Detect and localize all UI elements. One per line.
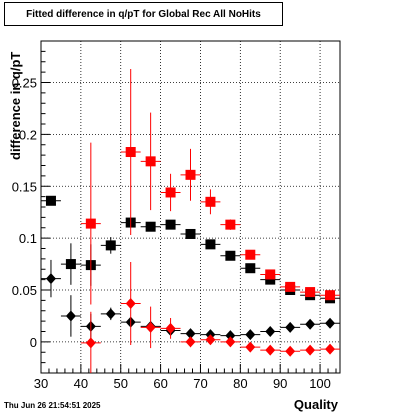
y-axis-label-container: difference in q/pT xyxy=(8,40,26,160)
x-tick-label: 70 xyxy=(193,376,207,391)
data-point-diamond xyxy=(145,321,156,333)
data-point-square xyxy=(225,250,236,261)
data-point-diamond xyxy=(85,337,96,349)
data-point-square xyxy=(165,187,176,198)
data-point-square xyxy=(165,219,176,230)
chart-title: Fitted difference in q/pT for Global Rec… xyxy=(4,2,283,26)
timestamp-footer: Thu Jun 26 21:54:51 2025 xyxy=(4,401,101,410)
data-point-square xyxy=(145,221,156,232)
data-point-diamond xyxy=(265,344,276,356)
data-point-square xyxy=(185,169,196,180)
data-point-square xyxy=(205,239,216,250)
data-point-square xyxy=(45,195,56,206)
data-point-square xyxy=(125,147,136,158)
data-point-square xyxy=(105,240,116,251)
y-tick-label: 0.15 xyxy=(12,179,37,194)
data-point-diamond xyxy=(125,297,136,309)
y-tick-label: 0.1 xyxy=(19,231,37,246)
data-point-diamond xyxy=(325,317,336,329)
x-tick-label: 80 xyxy=(233,376,247,391)
data-point-square xyxy=(145,156,156,167)
x-tick-label: 60 xyxy=(153,376,167,391)
x-tick-label: 40 xyxy=(74,376,88,391)
x-tick-label: 30 xyxy=(34,376,48,391)
data-point-diamond xyxy=(325,343,336,355)
data-point-square xyxy=(225,219,236,230)
data-point-square xyxy=(65,259,76,270)
data-point-diamond xyxy=(225,336,236,348)
data-point-diamond xyxy=(165,322,176,334)
data-point-diamond xyxy=(65,310,76,322)
data-point-square xyxy=(305,287,316,298)
data-point-square xyxy=(325,290,336,301)
data-point-diamond xyxy=(305,318,316,330)
data-point-diamond xyxy=(305,344,316,356)
data-point-square xyxy=(265,274,276,285)
data-point-square xyxy=(245,263,256,274)
data-point-square xyxy=(185,228,196,239)
data-point-diamond xyxy=(265,326,276,337)
data-point-diamond xyxy=(205,334,216,346)
plot-background xyxy=(41,41,340,373)
y-tick-label: 0.05 xyxy=(12,283,37,298)
data-point-square xyxy=(285,281,296,292)
data-point-diamond xyxy=(225,330,236,342)
x-tick-label: 90 xyxy=(273,376,287,391)
data-point-diamond xyxy=(285,321,296,333)
data-point-square xyxy=(205,196,216,207)
data-point-diamond xyxy=(45,273,56,285)
data-point-diamond xyxy=(185,328,196,340)
y-tick-label: 0 xyxy=(30,335,37,350)
data-point-diamond xyxy=(245,329,256,341)
data-point-square xyxy=(85,218,96,229)
y-tick-label: 0.2 xyxy=(19,127,37,142)
plot-frame xyxy=(40,40,341,374)
data-point-square xyxy=(245,249,256,260)
data-point-diamond xyxy=(105,308,116,320)
x-tick-label: 100 xyxy=(309,376,331,391)
data-point-diamond xyxy=(185,336,196,348)
y-tick-label: 0.25 xyxy=(12,76,37,91)
data-point-diamond xyxy=(285,345,296,357)
x-axis-label: Quality xyxy=(293,397,338,412)
y-axis-label: difference in q/pT xyxy=(8,51,23,160)
x-tick-label: 50 xyxy=(113,376,127,391)
data-point-square xyxy=(265,269,276,280)
data-point-diamond xyxy=(245,341,256,353)
